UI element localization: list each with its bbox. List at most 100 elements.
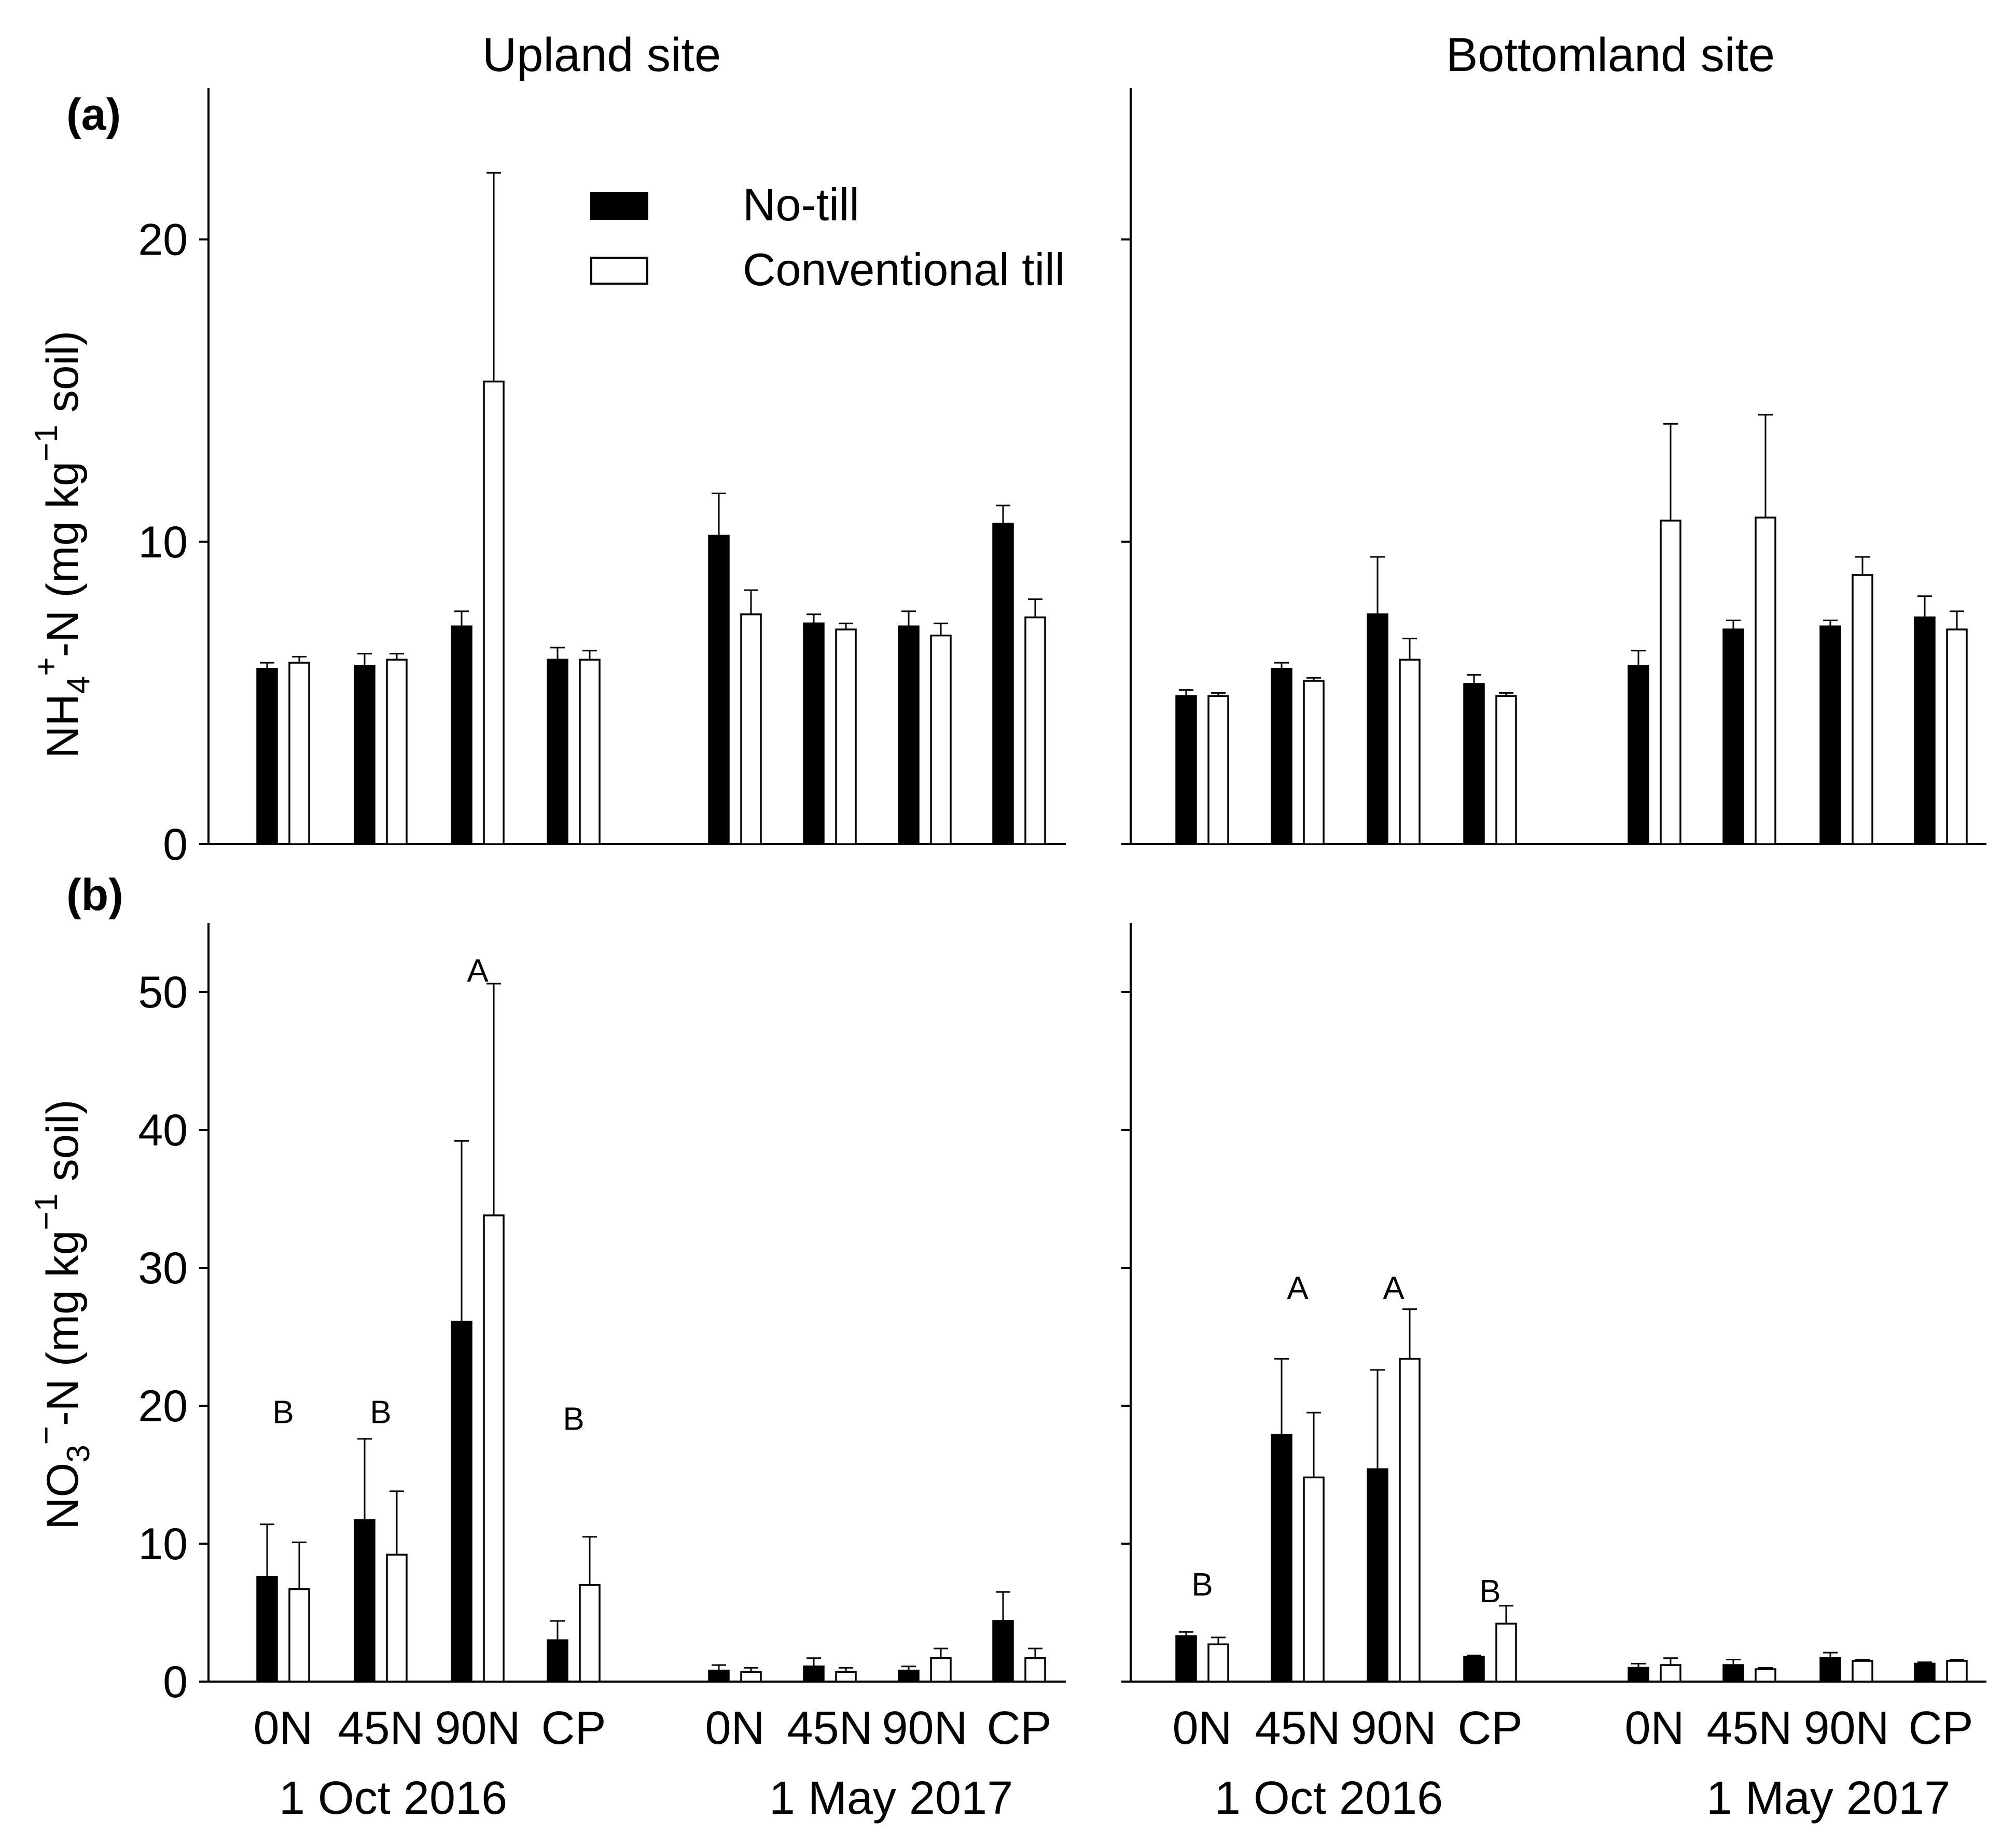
y-tick-label: 10: [138, 1519, 188, 1569]
legend-swatch-no-till: [590, 192, 648, 220]
panel-a-upland: 0 10 20: [138, 88, 1066, 870]
bar-conventional-till: [1755, 516, 1776, 845]
bar-conventional-till: [1024, 616, 1046, 845]
significance-letter: A: [1383, 1270, 1405, 1306]
col-title-upland: Upland site: [482, 29, 721, 81]
ylabel-a-sub: 4: [61, 676, 96, 694]
bar-no-till: [1819, 1657, 1841, 1683]
bar-no-till: [803, 1665, 825, 1683]
x-tick-label: 0N: [1624, 1702, 1684, 1754]
bar-no-till: [1175, 1635, 1197, 1683]
bar-conventional-till: [835, 1671, 857, 1683]
x-tick-label: 0N: [1172, 1702, 1232, 1754]
significance-letter: B: [370, 1394, 391, 1430]
bar-conventional-till: [1207, 695, 1229, 845]
ylabel-b-sub: 3: [61, 1445, 96, 1462]
x-tick-label: 0N: [705, 1702, 764, 1754]
ylabel-a-sup: +: [29, 657, 64, 676]
bar-no-till: [898, 625, 920, 845]
date-label-upland-may: 1 May 2017: [769, 1772, 1013, 1824]
bar-conventional-till: [386, 659, 408, 845]
bar-no-till: [1367, 1468, 1388, 1683]
x-tick-label: 45N: [787, 1702, 872, 1754]
significance-letter: B: [272, 1394, 294, 1430]
bar-no-till: [1914, 616, 1936, 845]
bar-no-till: [898, 1669, 920, 1683]
bar-conventional-till: [740, 613, 762, 845]
x-tick-label: 45N: [1255, 1702, 1340, 1754]
panel-label-b: (b): [66, 870, 123, 920]
bar-conventional-till: [1207, 1643, 1229, 1683]
x-tick-label: 90N: [1803, 1702, 1889, 1754]
y-tick-label: 50: [138, 968, 188, 1017]
bar-conventional-till: [1303, 1476, 1325, 1683]
bar-no-till: [1628, 1667, 1649, 1683]
bar-no-till: [256, 667, 278, 845]
bar-no-till: [451, 1320, 472, 1683]
bar-no-till: [547, 1639, 568, 1683]
panel-a-bottomland: [1121, 88, 1986, 845]
ylabel-a-sup2: −1: [29, 425, 64, 461]
bar-no-till: [354, 1519, 376, 1683]
date-label-bottomland-may: 1 May 2017: [1706, 1772, 1950, 1824]
bar-conventional-till: [579, 659, 601, 845]
significance-letter: B: [563, 1402, 584, 1437]
col-title-bottomland: Bottomland site: [1446, 29, 1775, 81]
bar-conventional-till: [1852, 1660, 1873, 1683]
ylabel-b-mid: -N (mg kg: [38, 1230, 88, 1426]
x-tick-label: CP: [1908, 1702, 1973, 1754]
ylabel-a-end: soil): [38, 331, 88, 425]
legend-label-no-till: No-till: [743, 179, 859, 230]
bar-conventional-till: [1660, 1664, 1681, 1683]
ylabel-b-end: soil): [38, 1099, 88, 1194]
significance-letter: B: [1191, 1567, 1213, 1603]
legend-swatch-conventional-till: [590, 257, 648, 285]
x-tick-label: CP: [541, 1702, 606, 1754]
bar-no-till: [1463, 1656, 1485, 1683]
significance-letter: A: [467, 953, 489, 989]
bar-conventional-till: [1303, 680, 1325, 845]
bar-no-till: [451, 625, 472, 845]
ylabel-a: NH4+-N (mg kg−1 soil): [29, 331, 96, 759]
bar-conventional-till: [930, 1657, 952, 1683]
y-tick-label: 0: [163, 1657, 188, 1707]
bar-no-till: [1271, 1434, 1292, 1683]
x-tick-label: 45N: [1706, 1702, 1792, 1754]
bar-conventional-till: [288, 662, 310, 845]
bar-conventional-till: [740, 1671, 762, 1683]
ylabel-b-sup2: −1: [29, 1194, 64, 1230]
x-tick-label: CP: [986, 1702, 1051, 1754]
bar-no-till: [1463, 683, 1485, 845]
bar-no-till: [1914, 1662, 1936, 1683]
bar-no-till: [708, 1669, 730, 1683]
bar-conventional-till: [483, 1214, 505, 1683]
bar-no-till: [992, 1620, 1014, 1683]
ylabel-b-sup: −: [29, 1426, 64, 1445]
bar-no-till: [1819, 625, 1841, 845]
bar-conventional-till: [1946, 628, 1968, 845]
y-tick-label: 20: [138, 1381, 188, 1431]
x-tick-label: 90N: [435, 1702, 520, 1754]
bar-conventional-till: [386, 1554, 408, 1683]
date-label-upland-oct: 1 Oct 2016: [279, 1772, 507, 1824]
y-tick-label: 20: [138, 215, 188, 265]
x-tick-label: 90N: [882, 1702, 967, 1754]
y-tick-label: 10: [138, 517, 188, 567]
bar-conventional-till: [1660, 520, 1681, 845]
bar-conventional-till: [1495, 695, 1517, 845]
bar-conventional-till: [1024, 1657, 1046, 1683]
bar-conventional-till: [1755, 1668, 1776, 1683]
bar-conventional-till: [1852, 574, 1873, 845]
bar-no-till: [1628, 665, 1649, 845]
y-tick-label: 40: [138, 1106, 188, 1155]
bar-no-till: [1722, 1664, 1744, 1683]
panel-label-a: (a): [66, 90, 121, 139]
bar-conventional-till: [1399, 1358, 1421, 1683]
legend-label-conventional-till: Conventional till: [743, 244, 1065, 295]
x-tick-label: 0N: [253, 1702, 313, 1754]
bar-conventional-till: [930, 634, 952, 845]
bar-conventional-till: [483, 380, 505, 845]
bar-no-till: [256, 1576, 278, 1683]
